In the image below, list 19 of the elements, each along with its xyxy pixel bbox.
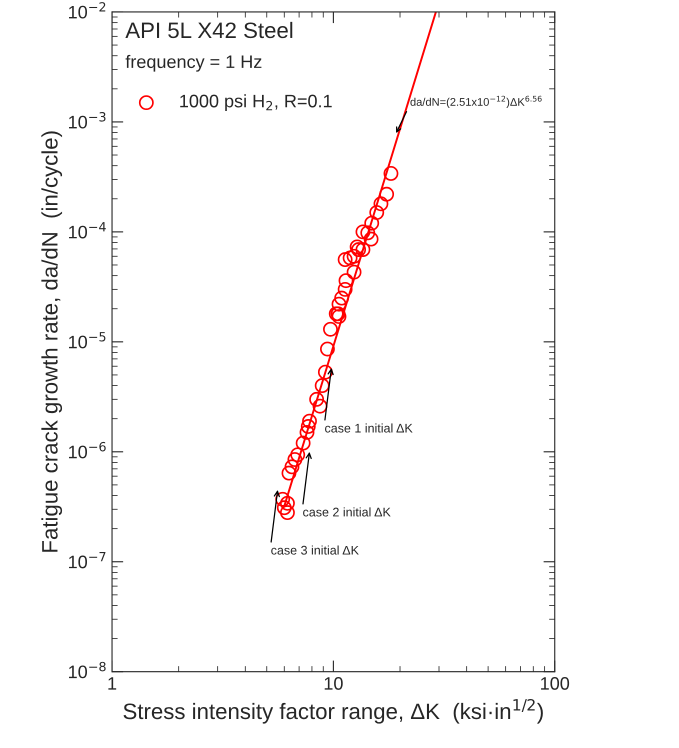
- y-tick-label: 10$^{−8}$: [69, 662, 106, 678]
- annotation: case 3 initial ΔK: [271, 545, 359, 555]
- y-tick-label: 10$^{−2}$: [69, 2, 106, 19]
- legend-label: 1000 psi H$_{2}$, R=0.1: [180, 94, 332, 112]
- y-tick-label: 10$^{−5}$: [69, 332, 106, 348]
- y-tick-label: 10$^{−6}$: [69, 442, 106, 458]
- annotation: case 1 initial ΔK: [325, 423, 413, 433]
- annotation: frequency = 1 Hz: [126, 54, 262, 72]
- x-tick-label: 100: [541, 677, 570, 690]
- y-tick-label: 10$^{−7}$: [69, 552, 106, 568]
- annotation: case 2 initial ΔK: [303, 507, 391, 517]
- y-tick-label: 10$^{−4}$: [69, 222, 106, 238]
- annotation: da/dN=(2.51x10$^{−12}$)ΔK$^{6.56}$: [410, 96, 542, 108]
- x-tick-label: 10: [324, 677, 343, 690]
- y-axis-title: Fatigue crack growth rate, da/dN (in/cycle): [41, 131, 62, 552]
- x-tick-label: 1: [108, 677, 116, 690]
- x-axis-title: Stress intensity factor range, ΔK (ksi·in$^{1/2}$): [124, 698, 543, 724]
- y-tick-label: 10$^{−3}$: [69, 112, 106, 129]
- chart-title: API 5L X42 Steel: [125, 22, 292, 38]
